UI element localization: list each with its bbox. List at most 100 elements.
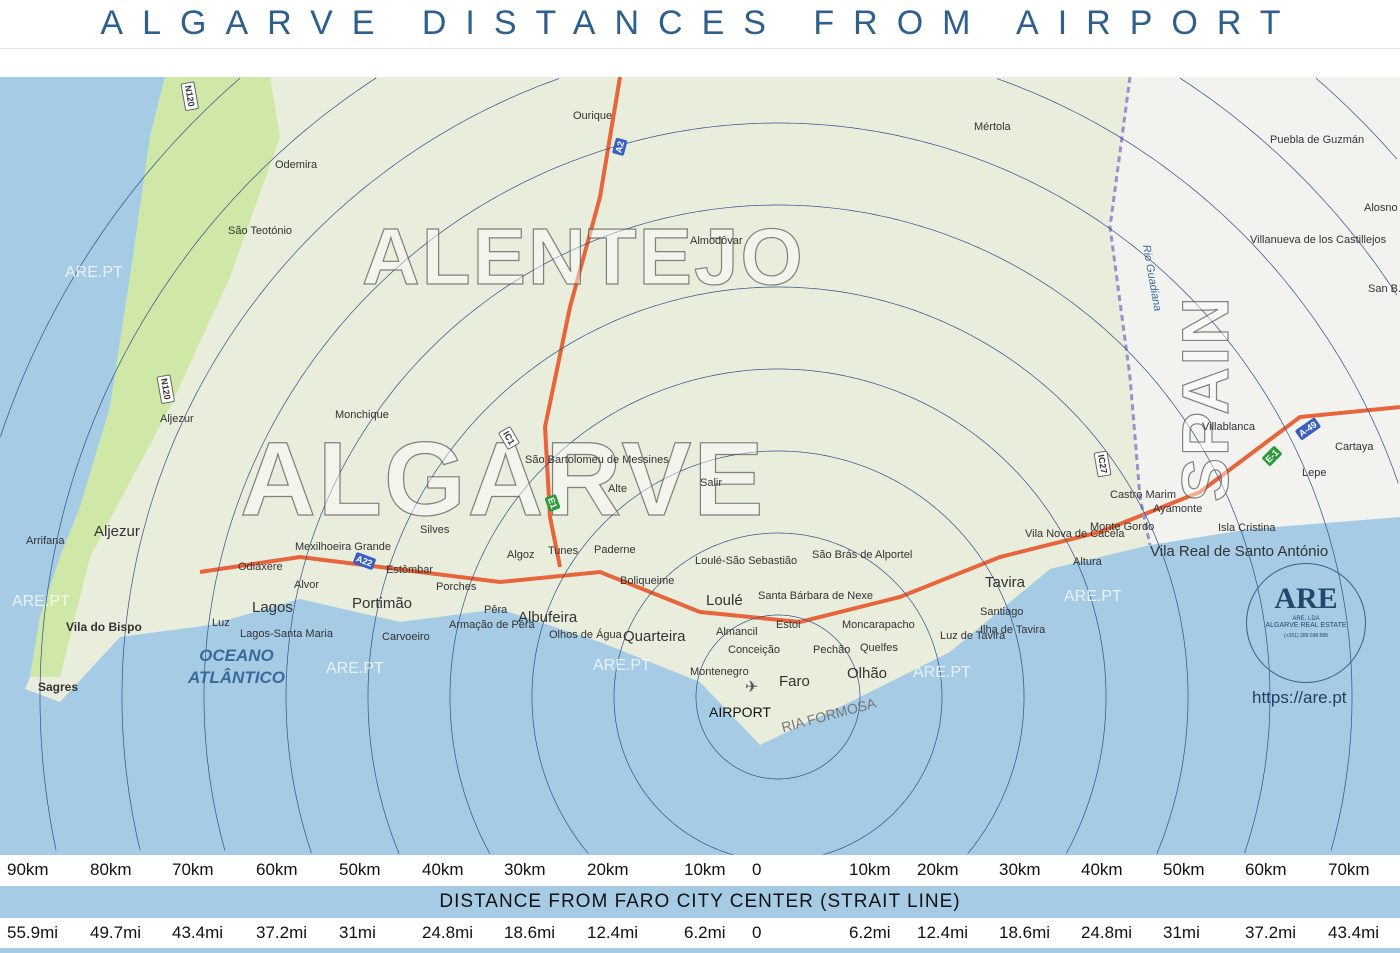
- land: [25, 77, 1400, 745]
- distance-ring: [613, 532, 943, 855]
- place-label: Pechão: [813, 644, 851, 656]
- scale-tick-label: 40km: [422, 860, 464, 879]
- ocean-line: ATLÂNTICO: [188, 668, 285, 687]
- place-label: Loulé: [706, 592, 743, 609]
- place-label: Altura: [1073, 556, 1102, 568]
- scale-tick-label: 20km: [917, 860, 959, 879]
- place-label: Alosno: [1364, 202, 1398, 214]
- scale-tick-label: 50km: [339, 860, 381, 879]
- distance-ring: [1330, 697, 1353, 851]
- scale-tick-label: 43.4mi: [172, 923, 224, 942]
- place-label: Isla Cristina: [1218, 522, 1276, 534]
- website-link[interactable]: https://are.pt: [1252, 688, 1347, 707]
- scale-tick-label: 6.2mi: [849, 923, 891, 942]
- map-graphics: [0, 77, 1400, 855]
- place-label: Lepe: [1302, 467, 1327, 479]
- place-label: Silves: [420, 524, 450, 536]
- ocean-label: OCEANO ATLÂNTICO: [188, 645, 285, 689]
- place-label: San B. de la: [1368, 283, 1400, 295]
- road-a2: [542, 77, 622, 568]
- scale-tick-label: 70km: [1328, 860, 1370, 879]
- place-label: Vila Nova de Cacela: [1025, 528, 1125, 540]
- place-label: Luz: [212, 617, 230, 629]
- place-label: Monchique: [335, 409, 389, 421]
- place-label: Almancil: [716, 626, 758, 638]
- scale-tick-label: 90km: [7, 860, 49, 879]
- scale-tick-label: 18.6mi: [504, 923, 556, 942]
- scale-tick-label: 12.4mi: [587, 923, 639, 942]
- place-label: Alvor: [294, 579, 320, 591]
- region-label: ALENTEJO: [361, 212, 805, 301]
- logo-phone: (+351) 289 098 888: [1284, 633, 1328, 639]
- scale-tick-label: 31mi: [339, 923, 376, 942]
- scale-tick-label: 18.6mi: [999, 923, 1051, 942]
- place-label: Olhão: [847, 665, 888, 682]
- distance-ring: [967, 697, 1025, 854]
- place-label: Albufeira: [518, 609, 578, 626]
- place-label: Paderne: [594, 544, 636, 556]
- distance-ring: [121, 78, 560, 851]
- place-label: Luz de Tavira: [940, 630, 1006, 642]
- watermark: ARE.PT: [913, 664, 971, 681]
- distance-ring: [39, 77, 377, 851]
- scale-tick-label: 30km: [999, 860, 1041, 879]
- watermark: ARE.PT: [12, 593, 70, 610]
- scale-tick-label: 0: [752, 923, 762, 942]
- distance-ring: [1179, 77, 1398, 296]
- scale-tick-label: 10km: [849, 860, 891, 879]
- scale-tick-label: 60km: [1245, 860, 1287, 879]
- place-label: Armação de Pêra: [449, 619, 535, 631]
- place-label: Santiago: [980, 606, 1024, 618]
- place-label: Conceição: [728, 644, 780, 656]
- scale-tick-label: 24.8mi: [422, 923, 474, 942]
- place-label: Mexilhoeira Grande: [295, 541, 391, 553]
- place-label: Ayamonte: [1153, 503, 1203, 515]
- place-label: Montenegro: [690, 666, 749, 678]
- road-a22: [199, 405, 1400, 625]
- distance-ring: [996, 78, 1399, 484]
- scale-tick-label: 50km: [1163, 860, 1205, 879]
- place-label: Ourique: [573, 110, 613, 122]
- scale-tick-label: 0: [752, 860, 762, 879]
- place-label: Algoz: [507, 549, 535, 561]
- place-label: Castro Marim: [1110, 489, 1177, 501]
- place-label: Tavira: [985, 574, 1026, 591]
- scale-tick-label: 55.9mi: [7, 923, 59, 942]
- place-label: Villablanca: [1202, 421, 1256, 433]
- distance-ring: [449, 368, 1107, 854]
- place-label: Vila do Bispo: [66, 620, 142, 634]
- distance-ring: [1315, 77, 1398, 160]
- place-label: Porches: [436, 581, 477, 593]
- place-label: Vila Real de Santo António: [1150, 543, 1329, 560]
- distance-ring: [367, 286, 1189, 855]
- place-label: Alte: [608, 483, 627, 495]
- distance-ring: [285, 204, 1271, 854]
- scale-tick-label: 24.8mi: [1081, 923, 1133, 942]
- place-label: Villanueva de los Castillejos: [1250, 234, 1387, 246]
- place-label: São Bartolomeu de Messines: [525, 454, 669, 466]
- place-label: Lagos: [252, 599, 293, 616]
- place-label: Salir: [700, 477, 723, 489]
- place-label: Loulé-São Sebastião: [695, 555, 798, 567]
- distance-ring: [1065, 697, 1107, 854]
- place-label: Pêra: [484, 604, 508, 616]
- spain-area: [1110, 77, 1400, 545]
- scale-tick-label: 70km: [172, 860, 214, 879]
- place-label: Boliqueime: [620, 575, 675, 587]
- place-label: São Teotónio: [228, 225, 293, 237]
- place-label: Monte Gordo: [1090, 521, 1155, 533]
- are-logo: ARE ARE, LDA ALGARVE REAL ESTATE (+351) …: [1246, 563, 1366, 683]
- place-label: Tunes: [548, 545, 579, 557]
- scale-tick-label: 30km: [504, 860, 546, 879]
- place-label: Olhos de Água: [549, 629, 622, 641]
- airport-icon: ✈: [745, 679, 759, 696]
- scale-tick-label: 60km: [256, 860, 298, 879]
- logo-line2: ALGARVE REAL ESTATE: [1265, 622, 1347, 629]
- scale-tick-label: 40km: [1081, 860, 1123, 879]
- distance-ring: [531, 450, 1025, 854]
- distance-ring: [823, 697, 943, 855]
- place-label: Carvoeiro: [382, 631, 430, 643]
- logo-mark: ARE: [1274, 582, 1338, 615]
- map[interactable]: ALENTEJO ALGARVE SPAIN A2 A22 E1 IC1 N12…: [0, 77, 1400, 855]
- bottom-bar: [0, 948, 1400, 953]
